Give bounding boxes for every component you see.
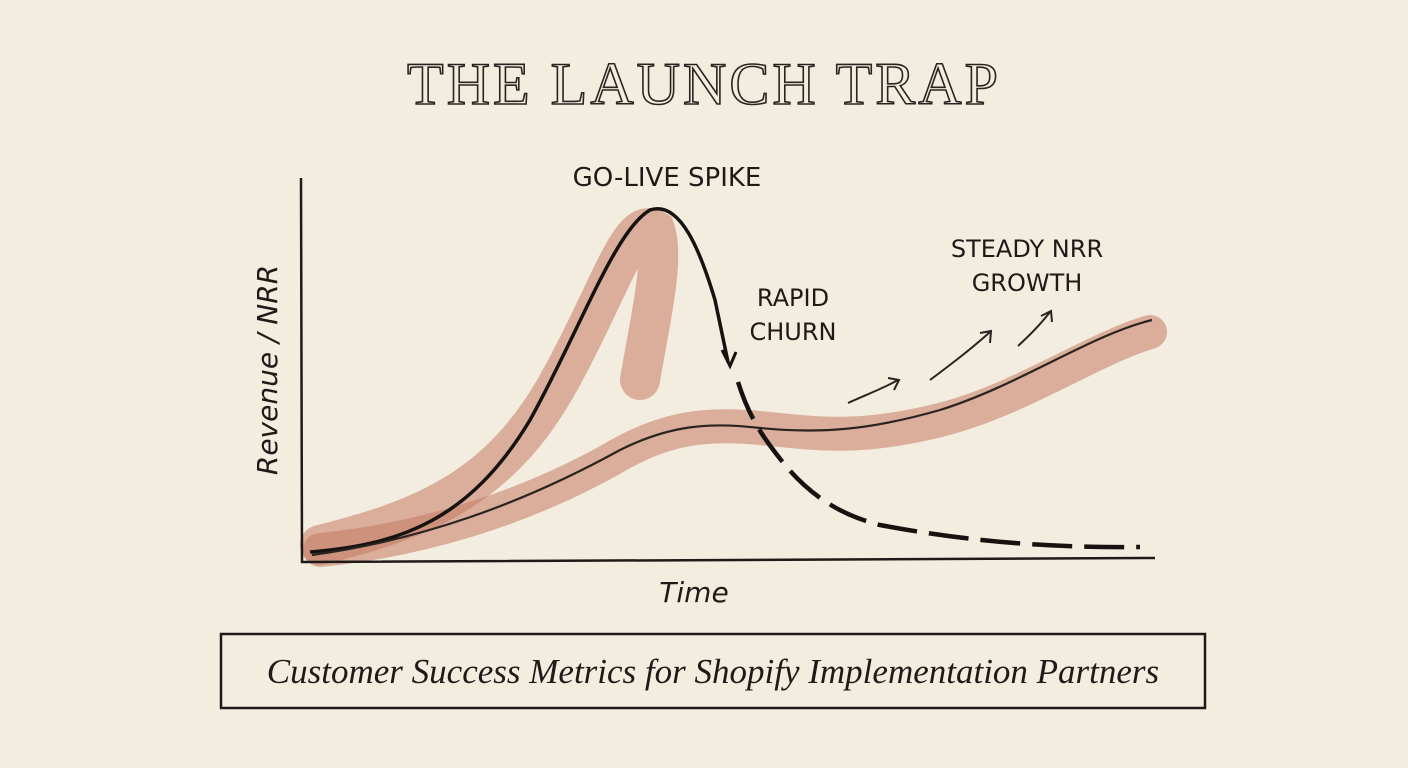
spike-label: GO-LIVE SPIKE [573,163,762,193]
growth-label: GROWTH [972,269,1083,297]
spike-arrow [720,349,738,370]
growth-curve [311,318,1153,557]
growth-label: STEADY NRR [951,235,1103,263]
growth-arrows [847,309,1053,404]
y-axis-label: Revenue / NRR [251,265,284,475]
x-axis-label: Time [659,576,728,609]
title: THE LAUNCH TRAP [407,51,1001,117]
axes [299,177,1156,564]
spike-wash [300,208,679,565]
churn-curve [735,381,1141,550]
caption: Customer Success Metrics for Shopify Imp… [267,652,1159,691]
spike-curve [309,206,730,554]
caption-box [219,632,1207,710]
churn-label: CHURN [750,318,837,346]
churn-label: RAPID [757,284,829,312]
